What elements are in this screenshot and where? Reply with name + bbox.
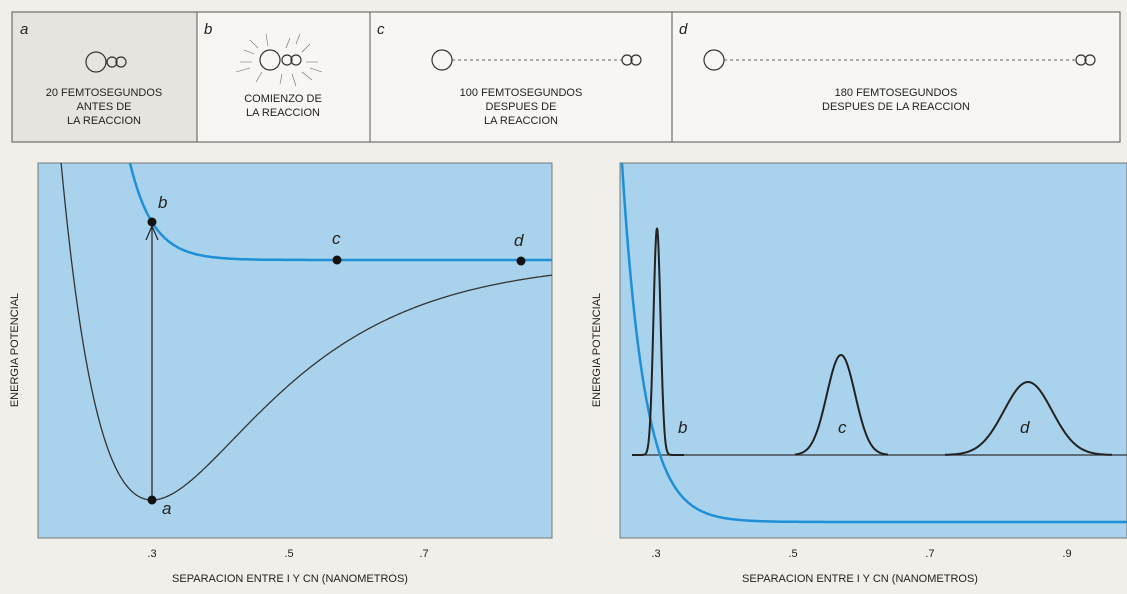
point-label: c (838, 418, 847, 437)
panel-strip (12, 12, 1120, 142)
caption-line: DESPUES DE LA REACCION (822, 101, 970, 113)
plot-area (38, 163, 552, 538)
caption-line: DESPUES DE (486, 101, 557, 113)
caption-line: 100 FEMTOSEGUNDOS (460, 87, 583, 99)
caption-line: LA REACCION (246, 107, 320, 119)
x-tick-label: .5 (284, 548, 293, 560)
x-tick-label: .3 (147, 548, 156, 560)
state-point (517, 257, 526, 266)
x-tick-label: .5 (788, 548, 797, 560)
x-tick-label: .3 (651, 548, 660, 560)
x-tick-label: .7 (419, 548, 428, 560)
point-label: b (158, 193, 167, 212)
x-axis-label: SEPARACION ENTRE I Y CN (NANOMETROS) (172, 573, 408, 585)
caption-line: 180 FEMTOSEGUNDOS (835, 87, 958, 99)
panel-letter: d (679, 21, 688, 38)
caption-line: COMIENZO DE (244, 93, 322, 105)
y-axis-label: ENERGIA POTENCIAL (9, 293, 21, 407)
x-tick-label: .7 (925, 548, 934, 560)
point-label: b (678, 418, 687, 437)
point-label: d (514, 231, 524, 250)
ticks: .3 .5 .7 .3 .5 .7 .9 (147, 548, 1071, 560)
panel-letter: b (204, 21, 212, 38)
y-axis-label: ENERGIA POTENCIAL (591, 293, 603, 407)
caption-line: 20 FEMTOSEGUNDOS (46, 87, 163, 99)
caption-line: LA REACCION (484, 115, 558, 127)
plot-area (620, 163, 1127, 538)
state-point (148, 496, 157, 505)
caption-line: ANTES DE (76, 101, 131, 113)
figure: a b c d 20 FEMTOSEGUNDOS ANTES DE LA REACC… (0, 0, 1127, 594)
point-label: a (162, 499, 171, 518)
panel-letter: c (377, 21, 385, 38)
page: a b c d 20 FEMTOSEGUNDOS ANTES DE LA REACC… (0, 0, 1127, 594)
state-point (333, 256, 342, 265)
x-axis-label: SEPARACION ENTRE I Y CN (NANOMETROS) (742, 573, 978, 585)
state-point (148, 218, 157, 227)
x-tick-label: .9 (1062, 548, 1071, 560)
point-label: d (1020, 418, 1030, 437)
panel-letter: a (20, 21, 28, 38)
caption-line: LA REACCION (67, 115, 141, 127)
point-label: c (332, 229, 341, 248)
